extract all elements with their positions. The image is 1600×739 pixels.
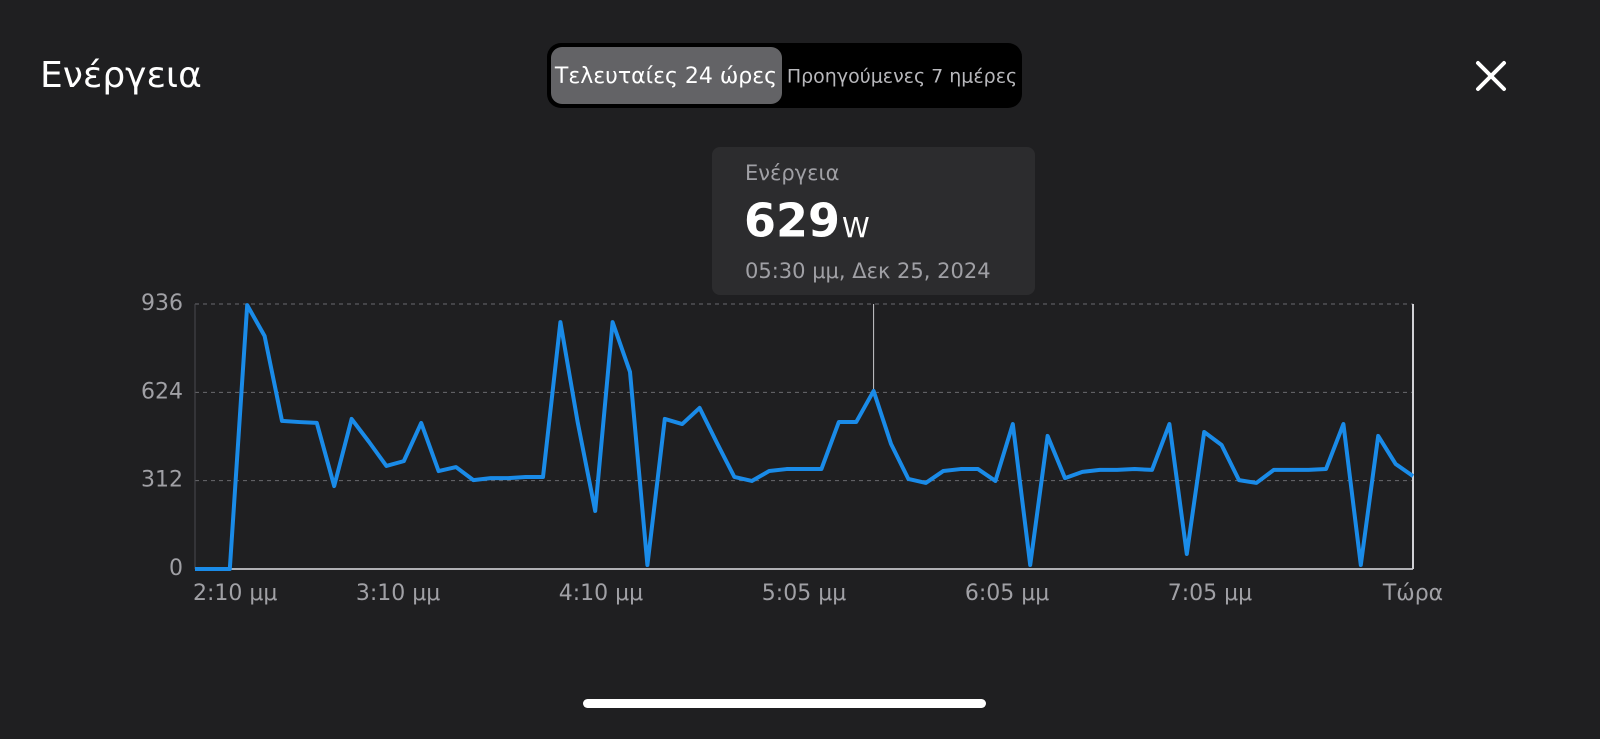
tooltip-time: 05:30 μμ, Δεκ 25, 2024 [745, 259, 991, 283]
page-title: Ενέργεια [40, 55, 202, 96]
home-indicator [583, 699, 986, 708]
close-button[interactable] [1476, 61, 1506, 91]
tooltip-unit: W [842, 211, 870, 244]
segment-selected-bg [551, 47, 782, 104]
x-tick-label: 2:10 μμ [193, 581, 277, 606]
y-tick-label: 0 [169, 556, 183, 581]
x-tick-label: 3:10 μμ [356, 581, 440, 606]
x-tick-label: Τώρα [1382, 581, 1443, 606]
tooltip-value: 629 [744, 194, 840, 248]
tooltip [712, 147, 1035, 295]
y-tick-label: 936 [141, 291, 183, 316]
x-tick-label: 4:10 μμ [559, 581, 643, 606]
y-tick-label: 624 [141, 379, 183, 404]
close-icon[interactable] [1476, 61, 1506, 91]
x-tick-label: 5:05 μμ [762, 581, 846, 606]
data-line [195, 303, 1415, 571]
segment-option[interactable]: Τελευταίες 24 ώρες [554, 64, 777, 89]
y-tick-label: 312 [141, 468, 183, 493]
x-tick-label: 6:05 μμ [965, 581, 1049, 606]
tooltip-label: Ενέργεια [745, 161, 839, 185]
segment-option[interactable]: Προηγούμενες 7 ημέρες [787, 66, 1017, 88]
x-tick-label: 7:05 μμ [1168, 581, 1252, 606]
